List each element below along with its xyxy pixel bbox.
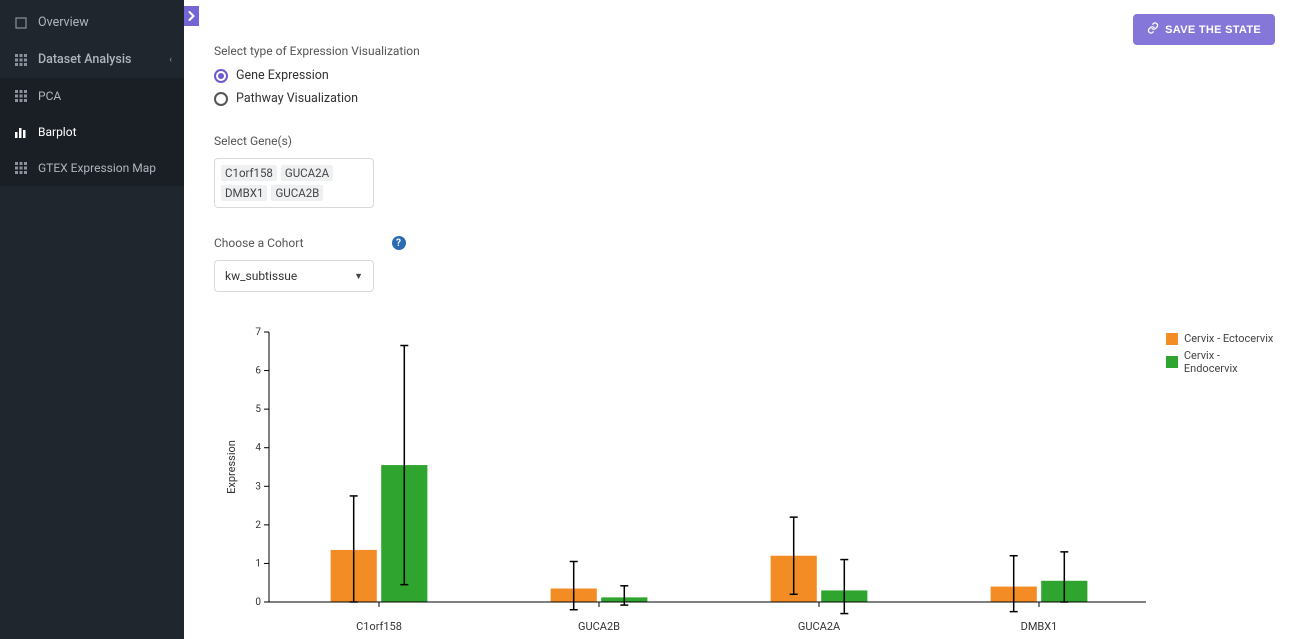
save-state-label: SAVE THE STATE [1165, 24, 1261, 36]
legend-swatch [1166, 333, 1178, 345]
chevron-left-icon: ‹ [169, 55, 172, 65]
cohort-select[interactable]: kw_subtissue ▼ [214, 260, 374, 292]
sidebar-gtex-label: GTEX Expression Map [38, 161, 156, 175]
link-icon [1147, 22, 1159, 37]
gene-chip[interactable]: C1orf158 [221, 165, 277, 181]
sidebar-dataset-label: Dataset Analysis [38, 52, 131, 67]
sidebar-overview-label: Overview [38, 15, 89, 30]
help-icon[interactable]: ? [392, 236, 406, 250]
svg-text:DMBX1: DMBX1 [1021, 620, 1058, 633]
genes-input[interactable]: C1orf158GUCA2A DMBX1GUCA2B [214, 158, 374, 208]
svg-text:0: 0 [255, 597, 261, 608]
svg-text:7: 7 [255, 327, 261, 338]
legend-item[interactable]: Cervix - Endocervix [1166, 349, 1275, 375]
svg-text:Expression: Expression [225, 440, 238, 494]
radio-gene-expression[interactable]: Gene Expression [214, 68, 1275, 83]
svg-text:3: 3 [255, 481, 261, 492]
grid-icon [14, 90, 28, 102]
gene-chip[interactable]: GUCA2B [271, 185, 323, 201]
grid-icon [14, 54, 28, 66]
square-icon [14, 17, 28, 29]
svg-text:4: 4 [255, 443, 261, 454]
sidebar-item-dataset-analysis[interactable]: Dataset Analysis ‹ [0, 41, 184, 78]
svg-text:2: 2 [255, 520, 261, 531]
nav-next-button[interactable] [184, 6, 199, 26]
genes-label: Select Gene(s) [214, 134, 1275, 148]
radio-pathway-visualization[interactable]: Pathway Visualization [214, 91, 1275, 106]
sidebar-item-pca[interactable]: PCA [0, 78, 184, 114]
bar-chart-icon [14, 126, 28, 138]
sidebar-pca-label: PCA [38, 89, 61, 103]
radio-icon [214, 92, 228, 106]
expression-bar-chart: 0 1 2 3 4 5 6 7 Expression C1orf158 GUCA2B GUCA2A DM… [214, 322, 1146, 639]
caret-down-icon: ▼ [354, 271, 363, 282]
viz-type-label: Select type of Expression Visualization [214, 44, 1275, 58]
sidebar-submenu: PCA Barplot GTEX Expression Map [0, 78, 184, 186]
sidebar-barplot-label: Barplot [38, 125, 77, 139]
radio-icon [214, 69, 228, 83]
legend-swatch [1166, 356, 1178, 368]
grid-icon [14, 162, 28, 174]
svg-text:1: 1 [255, 558, 261, 569]
legend-label: Cervix - Ectocervix [1184, 332, 1273, 345]
cohort-label-row: Choose a Cohort ? [214, 236, 1275, 250]
sidebar-item-overview[interactable]: Overview [0, 4, 184, 41]
legend-item[interactable]: Cervix - Ectocervix [1166, 332, 1275, 345]
gene-chip[interactable]: GUCA2A [281, 165, 333, 181]
svg-text:GUCA2A: GUCA2A [798, 620, 841, 633]
nav-arrows [184, 6, 199, 26]
radio-gene-label: Gene Expression [236, 68, 329, 83]
chart-legend: Cervix - Ectocervix Cervix - Endocervix [1166, 322, 1275, 639]
svg-text:GUCA2B: GUCA2B [578, 620, 620, 633]
legend-label: Cervix - Endocervix [1184, 349, 1275, 375]
cohort-value: kw_subtissue [225, 269, 297, 283]
radio-pathway-label: Pathway Visualization [236, 91, 358, 106]
svg-text:C1orf158: C1orf158 [356, 620, 402, 633]
cohort-label: Choose a Cohort [214, 236, 304, 250]
svg-text:5: 5 [255, 404, 261, 415]
svg-text:6: 6 [255, 366, 261, 377]
chart-container: 0 1 2 3 4 5 6 7 Expression C1orf158 GUCA2B GUCA2A DM… [214, 322, 1275, 639]
sidebar-item-barplot[interactable]: Barplot [0, 114, 184, 150]
main-content: SAVE THE STATE Select type of Expression… [184, 0, 1299, 639]
sidebar-item-gtex[interactable]: GTEX Expression Map [0, 150, 184, 186]
gene-chip[interactable]: DMBX1 [221, 185, 267, 201]
save-state-button[interactable]: SAVE THE STATE [1133, 14, 1275, 45]
sidebar: Overview Dataset Analysis ‹ PCA Barplot … [0, 0, 184, 639]
